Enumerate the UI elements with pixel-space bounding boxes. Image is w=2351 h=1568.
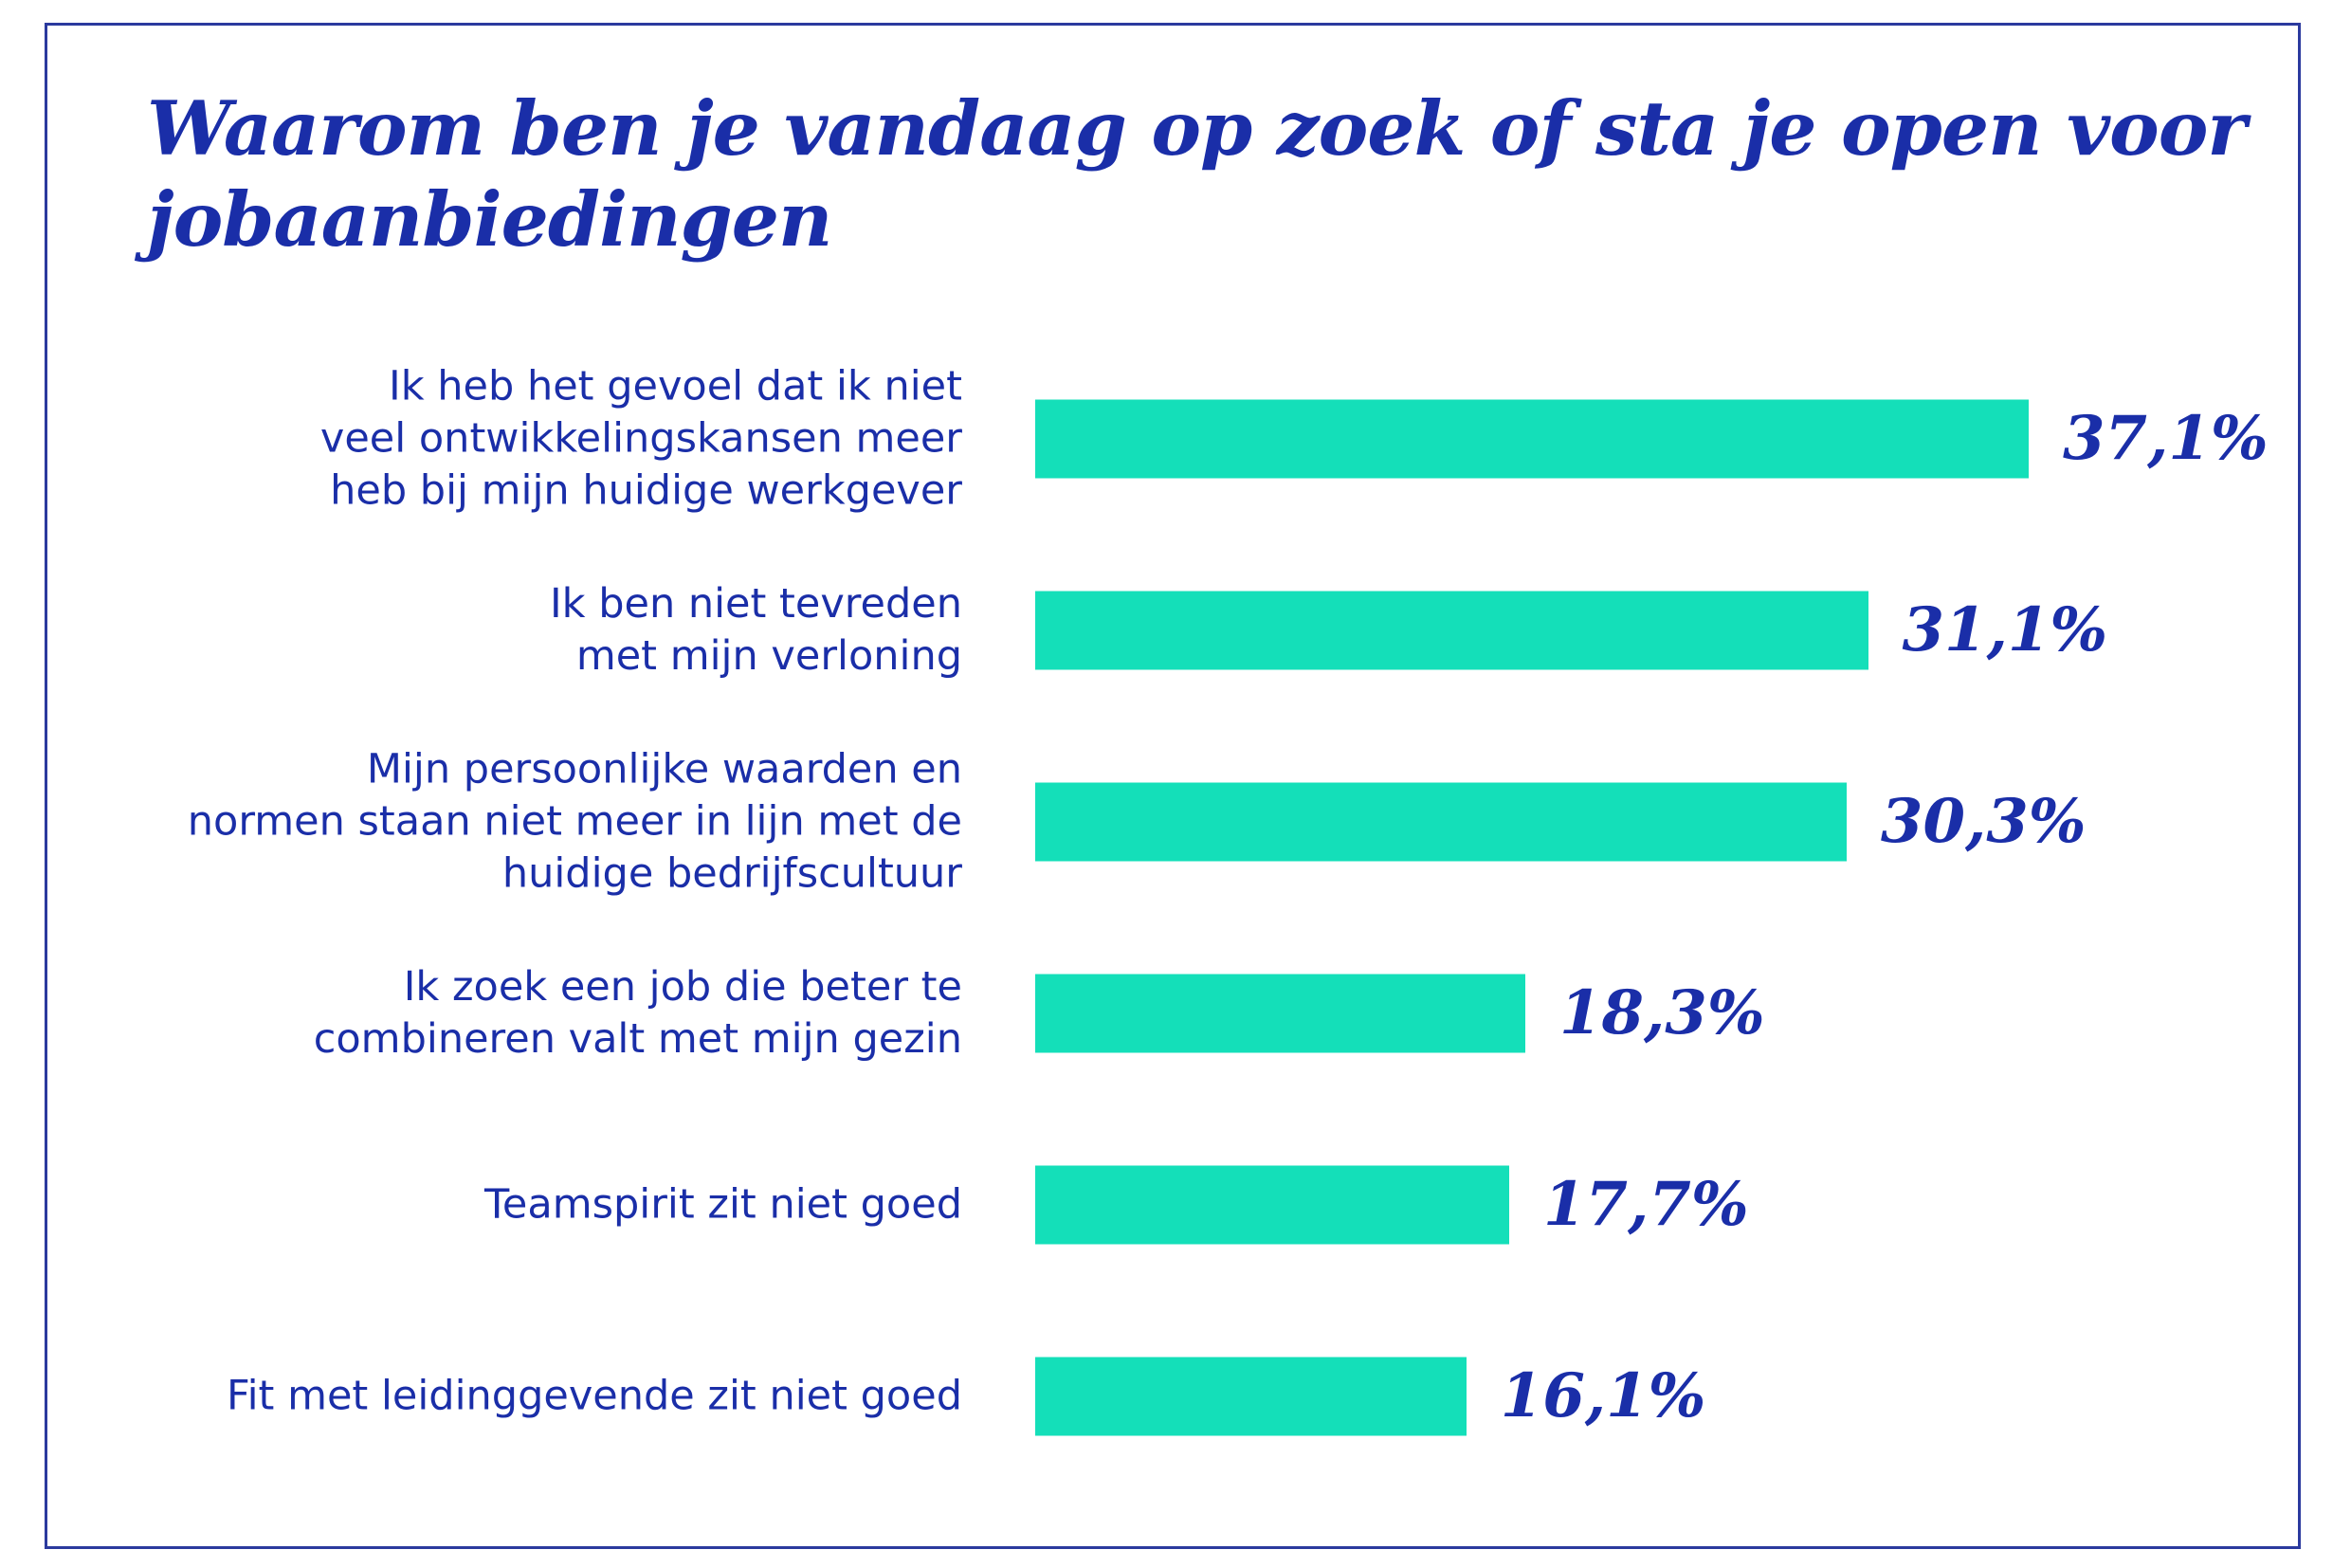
bar [1035, 974, 1525, 1053]
category-label: Teamspirit zit niet goed [483, 1180, 962, 1229]
chart-frame [45, 23, 2301, 1549]
bar [1035, 782, 1847, 862]
bar [1035, 1165, 1509, 1245]
bar [1035, 591, 1868, 670]
value-label: 16,1% [1500, 1360, 1706, 1431]
value-label: 37,1% [2063, 403, 2269, 474]
category-label: Ik heb het gevoel dat ik niet veel ontwi… [319, 362, 962, 515]
value-label: 31,1% [1902, 594, 2108, 665]
category-label: Ik zoek een job die beter te combineren … [313, 963, 962, 1063]
category-label: Mijn persoonlijke waarden en normen staa… [187, 745, 962, 898]
category-label: Fit met leidinggevende zit niet goed [227, 1372, 962, 1420]
category-label: Ik ben niet tevreden met mijn verloning [549, 580, 962, 680]
value-label: 17,7% [1542, 1169, 1749, 1240]
value-label: 30,3% [1880, 786, 2087, 857]
bar [1035, 1357, 1467, 1436]
value-label: 18,3% [1558, 977, 1765, 1048]
chart-title: Waarom ben je vandaag op zoek of sta je … [147, 84, 2247, 264]
bar [1035, 399, 2029, 479]
